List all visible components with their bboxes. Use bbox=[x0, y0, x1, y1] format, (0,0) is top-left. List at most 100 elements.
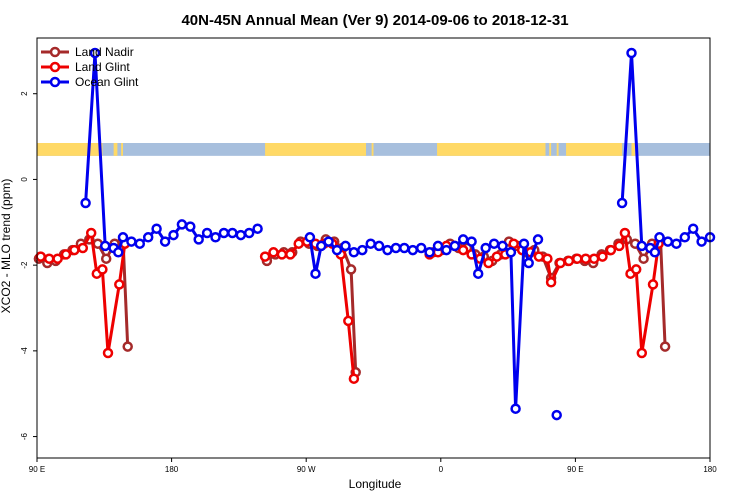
data-point-ocean-glint bbox=[662, 236, 674, 247]
data-point-ocean-glint bbox=[304, 232, 316, 243]
data-point-ocean-glint bbox=[315, 240, 327, 252]
data-point-land-glint bbox=[276, 249, 288, 260]
data-point-land-glint bbox=[533, 251, 545, 262]
data-point-land-glint bbox=[343, 315, 354, 327]
data-point-ocean-glint bbox=[373, 240, 385, 252]
chart-title: 40N-45N Annual Mean (Ver 9) 2014-09-06 t… bbox=[181, 12, 568, 29]
data-point-land-glint bbox=[491, 251, 503, 262]
data-point-ocean-glint bbox=[310, 268, 321, 279]
legend-label-ocean-glint: Ocean Glint bbox=[75, 75, 139, 89]
y-tick-label: 0 bbox=[20, 177, 29, 182]
data-point-ocean-glint bbox=[243, 227, 255, 239]
data-point-ocean-glint bbox=[415, 242, 427, 254]
data-point-ocean-glint bbox=[636, 240, 648, 252]
y-tick-label: -2 bbox=[20, 261, 29, 269]
data-point-land-nadir bbox=[122, 341, 133, 352]
legend-marker-land-glint bbox=[49, 61, 61, 73]
x-tick-label: 0 bbox=[439, 465, 444, 474]
x-axis-label: Longitude bbox=[349, 477, 402, 491]
data-point-land-glint bbox=[545, 277, 557, 288]
data-point-ocean-glint bbox=[117, 232, 129, 243]
plot-frame bbox=[36, 37, 711, 459]
x-tick-label: 90 E bbox=[567, 465, 583, 474]
data-point-ocean-glint bbox=[616, 197, 628, 209]
data-point-ocean-glint bbox=[457, 234, 469, 245]
data-point-land-glint bbox=[348, 373, 360, 384]
data-point-ocean-glint bbox=[80, 197, 91, 209]
data-point-ocean-glint bbox=[679, 232, 691, 243]
data-point-land-glint bbox=[636, 347, 648, 359]
data-point-ocean-glint bbox=[348, 247, 360, 258]
data-point-ocean-glint bbox=[488, 238, 500, 249]
legend-entry-land-nadir: Land Nadir bbox=[41, 45, 134, 59]
data-point-ocean-glint bbox=[323, 236, 334, 247]
data-point-land-glint bbox=[97, 264, 108, 275]
data-point-ocean-glint bbox=[365, 238, 376, 249]
data-point-ocean-glint bbox=[551, 409, 562, 421]
legend-marker-ocean-glint bbox=[49, 76, 61, 88]
y-axis: 2 0 -2 -4 -6 bbox=[20, 91, 37, 440]
data-point-land-glint bbox=[43, 253, 55, 264]
data-point-land-glint bbox=[542, 253, 553, 264]
data-point-ocean-glint bbox=[331, 244, 343, 256]
data-point-land-glint bbox=[259, 251, 271, 262]
land-segment bbox=[371, 143, 374, 156]
x-tick-label: 180 bbox=[703, 465, 717, 474]
data-point-land-glint bbox=[580, 253, 591, 264]
data-point-land-glint bbox=[572, 253, 583, 264]
data-point-ocean-glint bbox=[523, 257, 534, 269]
data-point-ocean-glint bbox=[532, 234, 544, 245]
data-point-land-glint bbox=[555, 257, 566, 269]
land-segment bbox=[113, 143, 118, 156]
data-point-ocean-glint bbox=[126, 236, 137, 247]
data-point-ocean-glint bbox=[441, 244, 452, 256]
data-point-ocean-glint bbox=[134, 238, 146, 249]
series-line-land-glint bbox=[264, 240, 356, 379]
data-point-land-glint bbox=[647, 279, 659, 290]
data-point-ocean-glint bbox=[510, 403, 521, 414]
data-point-ocean-glint bbox=[142, 232, 154, 243]
land-segment bbox=[631, 143, 636, 156]
data-point-ocean-glint bbox=[505, 247, 517, 258]
data-point-land-glint bbox=[52, 253, 63, 264]
data-point-ocean-glint bbox=[497, 240, 508, 252]
data-point-ocean-glint bbox=[654, 232, 665, 243]
data-point-ocean-glint bbox=[340, 240, 351, 252]
data-point-ocean-glint bbox=[390, 242, 402, 254]
data-point-land-glint bbox=[614, 240, 625, 252]
data-point-land-glint bbox=[508, 238, 519, 249]
data-point-ocean-glint bbox=[407, 244, 419, 256]
data-point-land-glint bbox=[35, 251, 46, 262]
data-point-ocean-glint bbox=[99, 240, 111, 252]
data-point-land-glint bbox=[114, 279, 125, 290]
data-point-ocean-glint bbox=[424, 247, 435, 258]
data-point-land-glint bbox=[77, 242, 89, 254]
land-segment bbox=[265, 143, 367, 156]
data-point-land-glint bbox=[285, 249, 296, 260]
data-point-land-nadir bbox=[345, 264, 357, 275]
data-point-ocean-glint bbox=[185, 221, 196, 232]
land-segment bbox=[549, 143, 552, 156]
data-point-land-glint bbox=[102, 347, 114, 359]
data-point-ocean-glint bbox=[480, 242, 491, 254]
data-point-ocean-glint bbox=[227, 227, 238, 239]
land-segment bbox=[566, 143, 623, 156]
data-point-land-glint bbox=[483, 257, 494, 269]
data-point-land-glint bbox=[563, 255, 575, 267]
data-point-ocean-glint bbox=[687, 223, 699, 234]
legend-entry-ocean-glint: Ocean Glint bbox=[41, 75, 139, 89]
data-point-land-nadir bbox=[100, 253, 112, 264]
x-tick-label: 90 W bbox=[297, 465, 316, 474]
x-tick-label: 180 bbox=[165, 465, 179, 474]
y-tick-label: -6 bbox=[20, 432, 29, 440]
legend: Land Nadir Land Glint Ocean Glint bbox=[41, 45, 139, 89]
x-axis: 90 E 180 90 W 0 90 E 180 bbox=[29, 458, 717, 474]
land-segment bbox=[556, 143, 559, 156]
data-point-ocean-glint bbox=[176, 219, 188, 230]
data-point-ocean-glint bbox=[201, 227, 213, 239]
data-point-land-glint bbox=[293, 238, 304, 249]
data-point-ocean-glint bbox=[210, 232, 221, 243]
data-point-ocean-glint bbox=[399, 242, 410, 254]
x-tick-label: 90 E bbox=[29, 465, 45, 474]
